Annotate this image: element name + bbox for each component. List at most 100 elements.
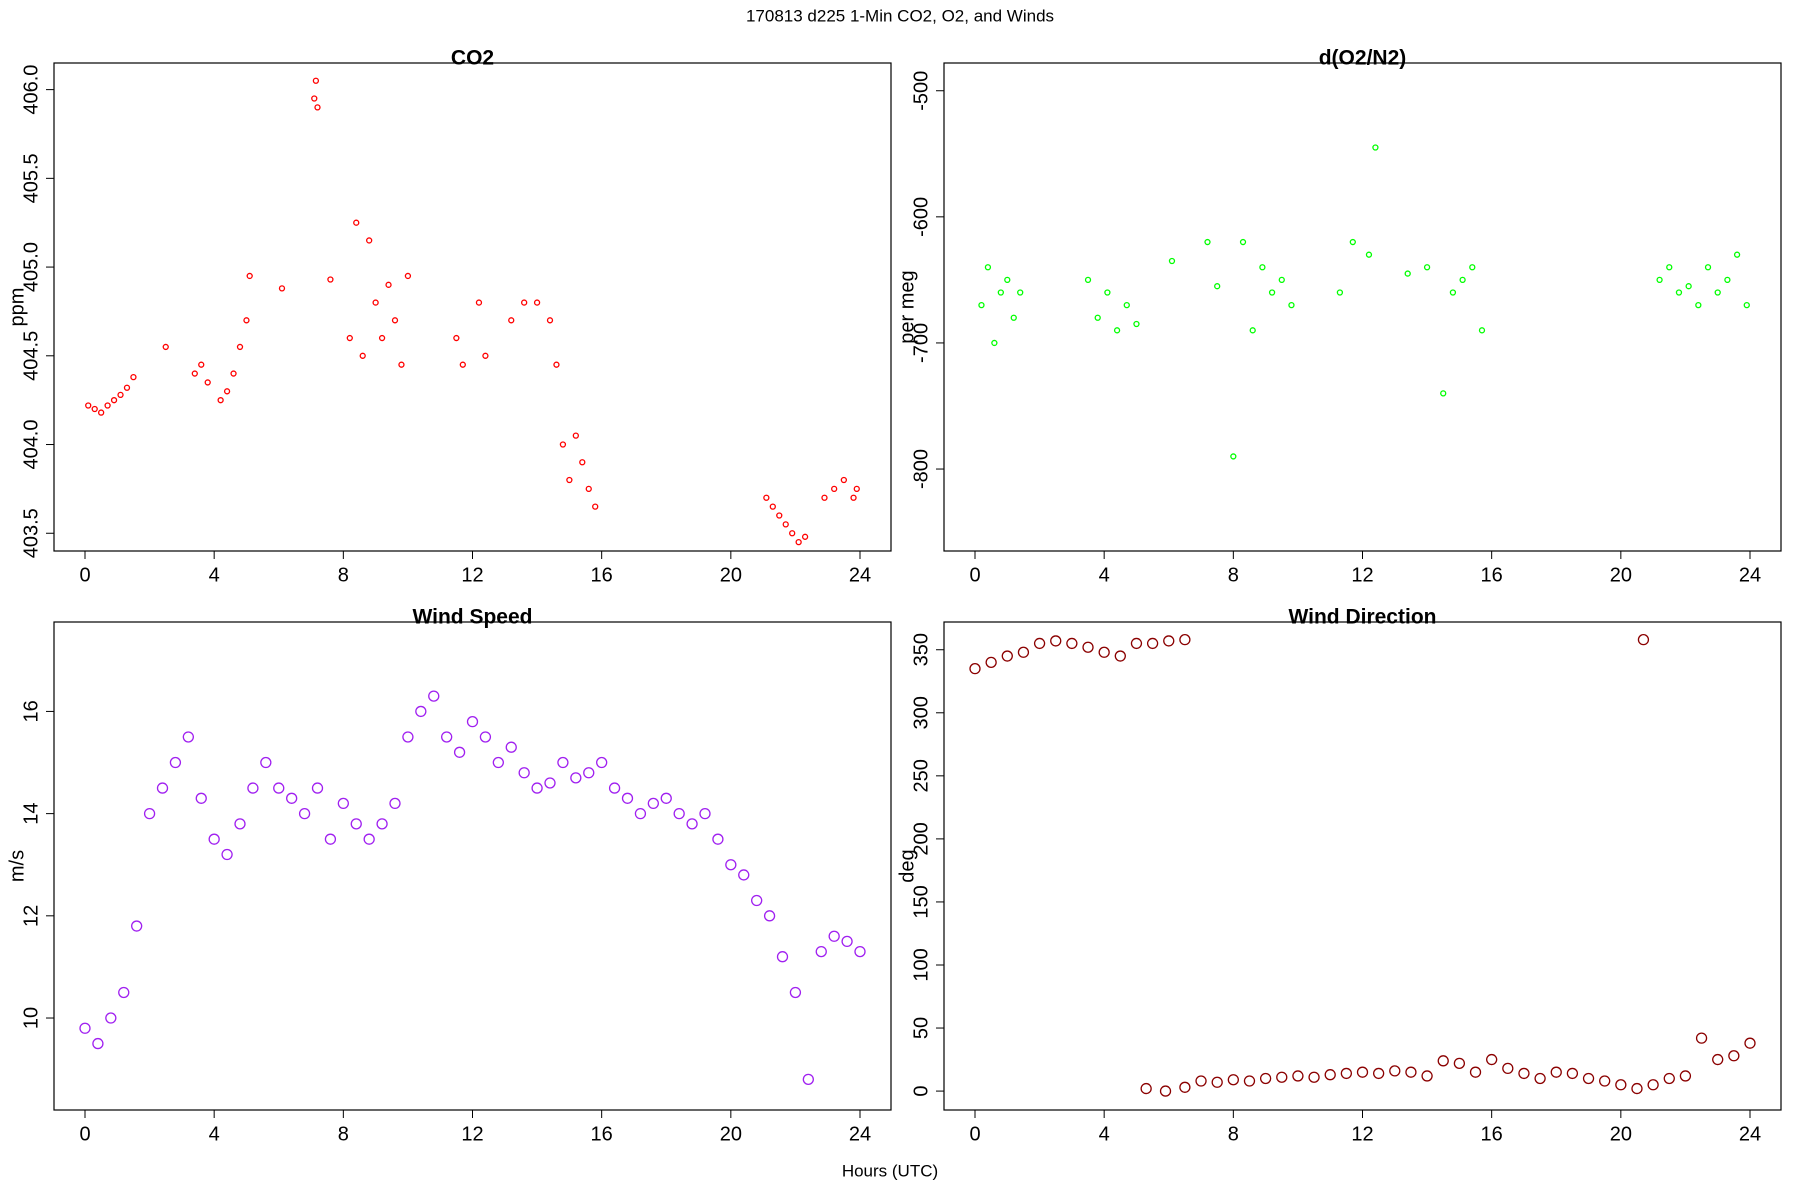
y-tick-label: -700	[910, 323, 932, 363]
data-point	[376, 818, 388, 830]
y-axis-label: m/s	[6, 850, 28, 882]
data-point	[1336, 289, 1344, 296]
x-tick-label: 0	[79, 1123, 90, 1145]
y-tick-label: 250	[910, 759, 932, 792]
data-point	[1733, 251, 1741, 258]
data-point	[1666, 264, 1673, 271]
data-point	[531, 782, 543, 794]
data-point	[850, 494, 857, 501]
data-point	[841, 935, 853, 948]
data-point	[350, 818, 362, 830]
x-tick-label: 24	[849, 1123, 871, 1145]
data-point	[840, 476, 848, 484]
data-point	[1227, 1074, 1239, 1086]
data-point	[1050, 635, 1062, 647]
data-point	[1017, 289, 1024, 296]
data-point	[359, 352, 366, 359]
x-tick-label: 4	[1099, 1123, 1110, 1145]
data-point	[105, 1012, 117, 1024]
data-point	[1631, 1082, 1643, 1095]
y-axis-label: ppm	[6, 288, 28, 327]
data-point	[1214, 283, 1221, 290]
y-tick-label: 405.0	[20, 242, 42, 292]
data-point	[1243, 1075, 1256, 1087]
y-tick-label: 14	[20, 802, 42, 824]
data-point	[1340, 1067, 1353, 1080]
x-tick-label: 4	[209, 1123, 220, 1145]
data-point	[1179, 634, 1191, 646]
x-tick-label: 8	[338, 1123, 349, 1145]
data-point	[1104, 289, 1111, 296]
y-tick-label: 404.5	[20, 331, 42, 381]
data-point	[353, 219, 360, 226]
data-point	[143, 807, 156, 820]
x-tick-label: 20	[1610, 1123, 1632, 1145]
data-point	[660, 792, 672, 804]
data-point	[1249, 327, 1256, 334]
data-point	[428, 690, 440, 702]
plot-frame	[53, 621, 892, 1111]
data-point	[518, 767, 530, 779]
x-tick-label: 0	[969, 1123, 980, 1145]
data-point	[1469, 1066, 1482, 1078]
data-point	[156, 782, 169, 794]
data-point	[821, 494, 828, 501]
x-tick-label: 4	[209, 564, 220, 586]
data-point	[1324, 1069, 1336, 1081]
y-axis-label: deg	[896, 849, 918, 882]
data-point	[1405, 1066, 1417, 1078]
data-point	[1637, 634, 1650, 646]
data-point	[1259, 264, 1266, 271]
data-point	[208, 833, 220, 845]
data-point	[1130, 637, 1143, 650]
y-tick-label: 403.5	[20, 508, 42, 558]
data-point	[647, 797, 659, 810]
y-tick-label: 200	[910, 822, 932, 855]
data-point	[1502, 1062, 1514, 1075]
data-point	[221, 848, 233, 861]
data-point	[533, 299, 541, 306]
data-point	[782, 521, 789, 528]
data-point	[831, 485, 838, 493]
y-tick-label: 50	[910, 1017, 932, 1039]
panel-title: Wind Speed	[413, 606, 533, 629]
data-point	[1423, 264, 1431, 271]
data-point	[978, 301, 985, 309]
data-point	[1728, 1050, 1740, 1062]
data-point	[1098, 646, 1110, 658]
data-point	[1372, 144, 1379, 151]
data-point	[969, 663, 981, 675]
x-tick-label: 8	[338, 564, 349, 586]
data-point	[583, 767, 595, 779]
data-point	[854, 945, 866, 958]
data-point	[1599, 1075, 1611, 1087]
data-point	[1437, 1055, 1449, 1067]
data-point	[195, 792, 207, 804]
data-point	[246, 272, 253, 280]
data-point	[699, 807, 711, 820]
data-point	[260, 756, 272, 769]
x-tick-label: 16	[1481, 564, 1503, 586]
y-tick-label: 350	[910, 633, 932, 666]
data-point	[621, 792, 634, 804]
x-tick-label: 20	[1610, 564, 1632, 586]
data-point	[236, 343, 244, 351]
data-point	[182, 731, 194, 743]
data-point	[712, 833, 724, 845]
data-point	[1469, 264, 1476, 271]
data-point	[592, 503, 599, 510]
data-point	[372, 299, 379, 306]
panel-title: d(O2/N2)	[1319, 47, 1407, 70]
data-point	[1211, 1076, 1223, 1088]
data-point	[1288, 301, 1295, 309]
data-point	[1712, 1053, 1724, 1066]
data-point	[479, 731, 492, 743]
data-point	[1695, 301, 1702, 309]
x-tick-label: 0	[969, 564, 980, 586]
x-tick-label: 8	[1228, 1123, 1239, 1145]
data-point	[230, 370, 237, 377]
data-point	[1113, 327, 1121, 334]
data-point	[1675, 289, 1683, 296]
data-point	[1656, 276, 1663, 284]
